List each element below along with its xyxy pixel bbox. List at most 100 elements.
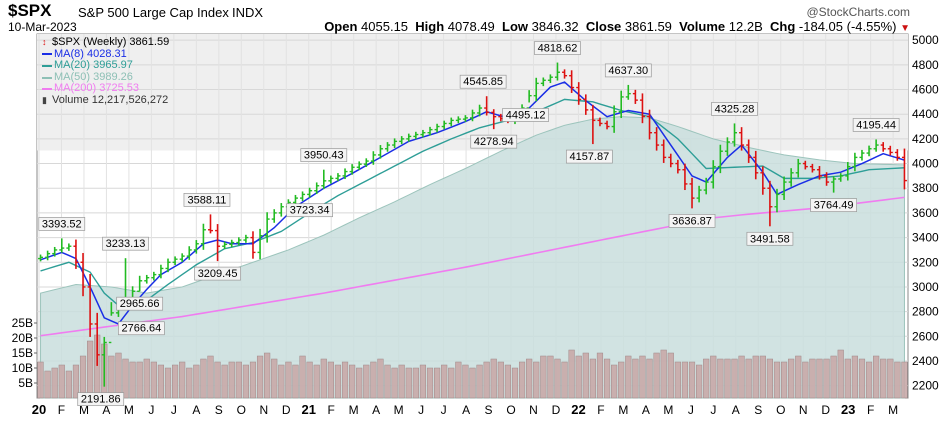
x-tick-label: S (215, 403, 223, 417)
volume-bar (773, 361, 781, 399)
volume-bar (901, 361, 908, 399)
ohlc-bar (455, 116, 461, 124)
annotation-label: 3764.49 (810, 198, 857, 212)
volume-bar (334, 364, 342, 399)
ohlc-bar (342, 168, 348, 180)
legend-text: Volume 12,217,526,272 (52, 93, 169, 106)
ohlc-bar (356, 161, 362, 171)
volume-bar (618, 361, 625, 399)
volume-tick-label: 5B (18, 376, 33, 390)
x-tick-label: M (618, 403, 628, 417)
ohlc-bar (774, 188, 780, 213)
ohlc-bar (859, 149, 865, 161)
volume-bar (780, 361, 788, 399)
volume-bar (235, 361, 242, 399)
x-tick-label: F (328, 403, 335, 417)
y-tick-label: 3800 (912, 181, 939, 195)
annotation-box (77, 392, 125, 407)
annotation-text: 2965.66 (120, 298, 160, 310)
volume-bar (207, 355, 214, 399)
x-tick-label: F (867, 403, 874, 417)
x-tick-label: 23 (841, 402, 855, 417)
ohlc-bar (554, 62, 560, 81)
ohlc-bar (724, 137, 730, 156)
annotation-label: 3723.34 (286, 203, 333, 218)
ohlc-bar (314, 182, 320, 195)
volume-bar (511, 367, 519, 399)
ohlc-bar (94, 312, 100, 366)
x-tick-label: O (776, 403, 785, 417)
y-tick-label: 4200 (912, 132, 939, 146)
annotation-box (502, 108, 549, 122)
volume-bar (816, 358, 823, 399)
annotation-box (38, 217, 86, 231)
volume-bar (58, 364, 65, 399)
volume-bar (157, 364, 165, 399)
volume-bar (87, 340, 94, 399)
ohlc-bar (462, 115, 468, 122)
volume-bar (122, 358, 129, 399)
annotation-box (852, 118, 900, 132)
volume-bar (589, 358, 596, 399)
annotation-box (565, 149, 613, 164)
x-tick-label: N (529, 403, 538, 417)
ohlc-bar (385, 142, 391, 152)
volume-bar (851, 355, 858, 399)
annotation-text: 3209.45 (198, 268, 238, 280)
ohlc-bar (257, 228, 263, 260)
ohlc-bar (165, 258, 171, 273)
annotation-label: 4545.85 (459, 74, 507, 89)
annotation-box (604, 63, 652, 78)
ohlc-bar (250, 231, 256, 259)
watermark: @StockCharts.com (806, 5, 910, 19)
annotation-box (459, 74, 507, 89)
x-tick-label: M (394, 403, 404, 417)
ohlc-bar (824, 172, 830, 186)
annotation-label: 4637.30 (604, 63, 652, 78)
ohlc-bar (193, 240, 199, 254)
chg-value: -184.05 (-4.55%) (798, 19, 897, 34)
volume-bar (887, 358, 894, 399)
volume-bar (809, 358, 816, 399)
volume-bar (497, 361, 504, 399)
volume-bar (518, 361, 526, 399)
volume-bar (759, 355, 766, 399)
open-value: 4055.15 (361, 19, 409, 34)
volume-bar (639, 355, 646, 399)
volume-bar (363, 364, 370, 399)
annotation-label: 4278.94 (470, 134, 518, 149)
annotation-label: 2191.86 (77, 392, 125, 407)
annotation-box (183, 193, 231, 207)
x-tick-label: A (642, 403, 650, 417)
volume-bar (320, 358, 327, 399)
annotation-label: 4157.87 (565, 149, 613, 164)
ohlc-bar (668, 153, 674, 168)
annotation-label: 2965.66 (116, 296, 164, 311)
annotation-text: 4545.85 (463, 76, 503, 88)
ma20-line (40, 98, 905, 307)
ohlc-bar (363, 158, 369, 167)
ohlc-bar (625, 84, 631, 100)
volume-bar (554, 358, 561, 399)
volume-value: 12.2B (728, 19, 763, 34)
ohlc-bar (562, 69, 568, 79)
ohlc-bar (746, 139, 752, 163)
volume-label: Volume (679, 19, 726, 34)
volume-bar (214, 361, 221, 399)
y-tick-label: 2400 (912, 354, 939, 368)
legend-text: MA(200) 3725.53 (54, 82, 139, 95)
annotation-label: 2766.64 (118, 321, 165, 336)
ohlc-bar (243, 234, 249, 243)
ohlc-bar (236, 237, 242, 246)
ohlc-readout: Open 4055.15 High 4078.49 Low 3846.32 Cl… (324, 19, 910, 34)
annotation-text: 3723.34 (290, 205, 330, 217)
volume-bar (703, 358, 710, 399)
volume-icon: ▮ (42, 95, 47, 106)
volume-bar (377, 358, 384, 399)
annotation-box (286, 203, 333, 218)
ohlc-bar (894, 149, 900, 161)
x-tick-label: J (441, 403, 447, 417)
volume-bar (717, 358, 724, 399)
x-tick-label: D (552, 403, 561, 417)
ohlc-bar (158, 264, 164, 279)
